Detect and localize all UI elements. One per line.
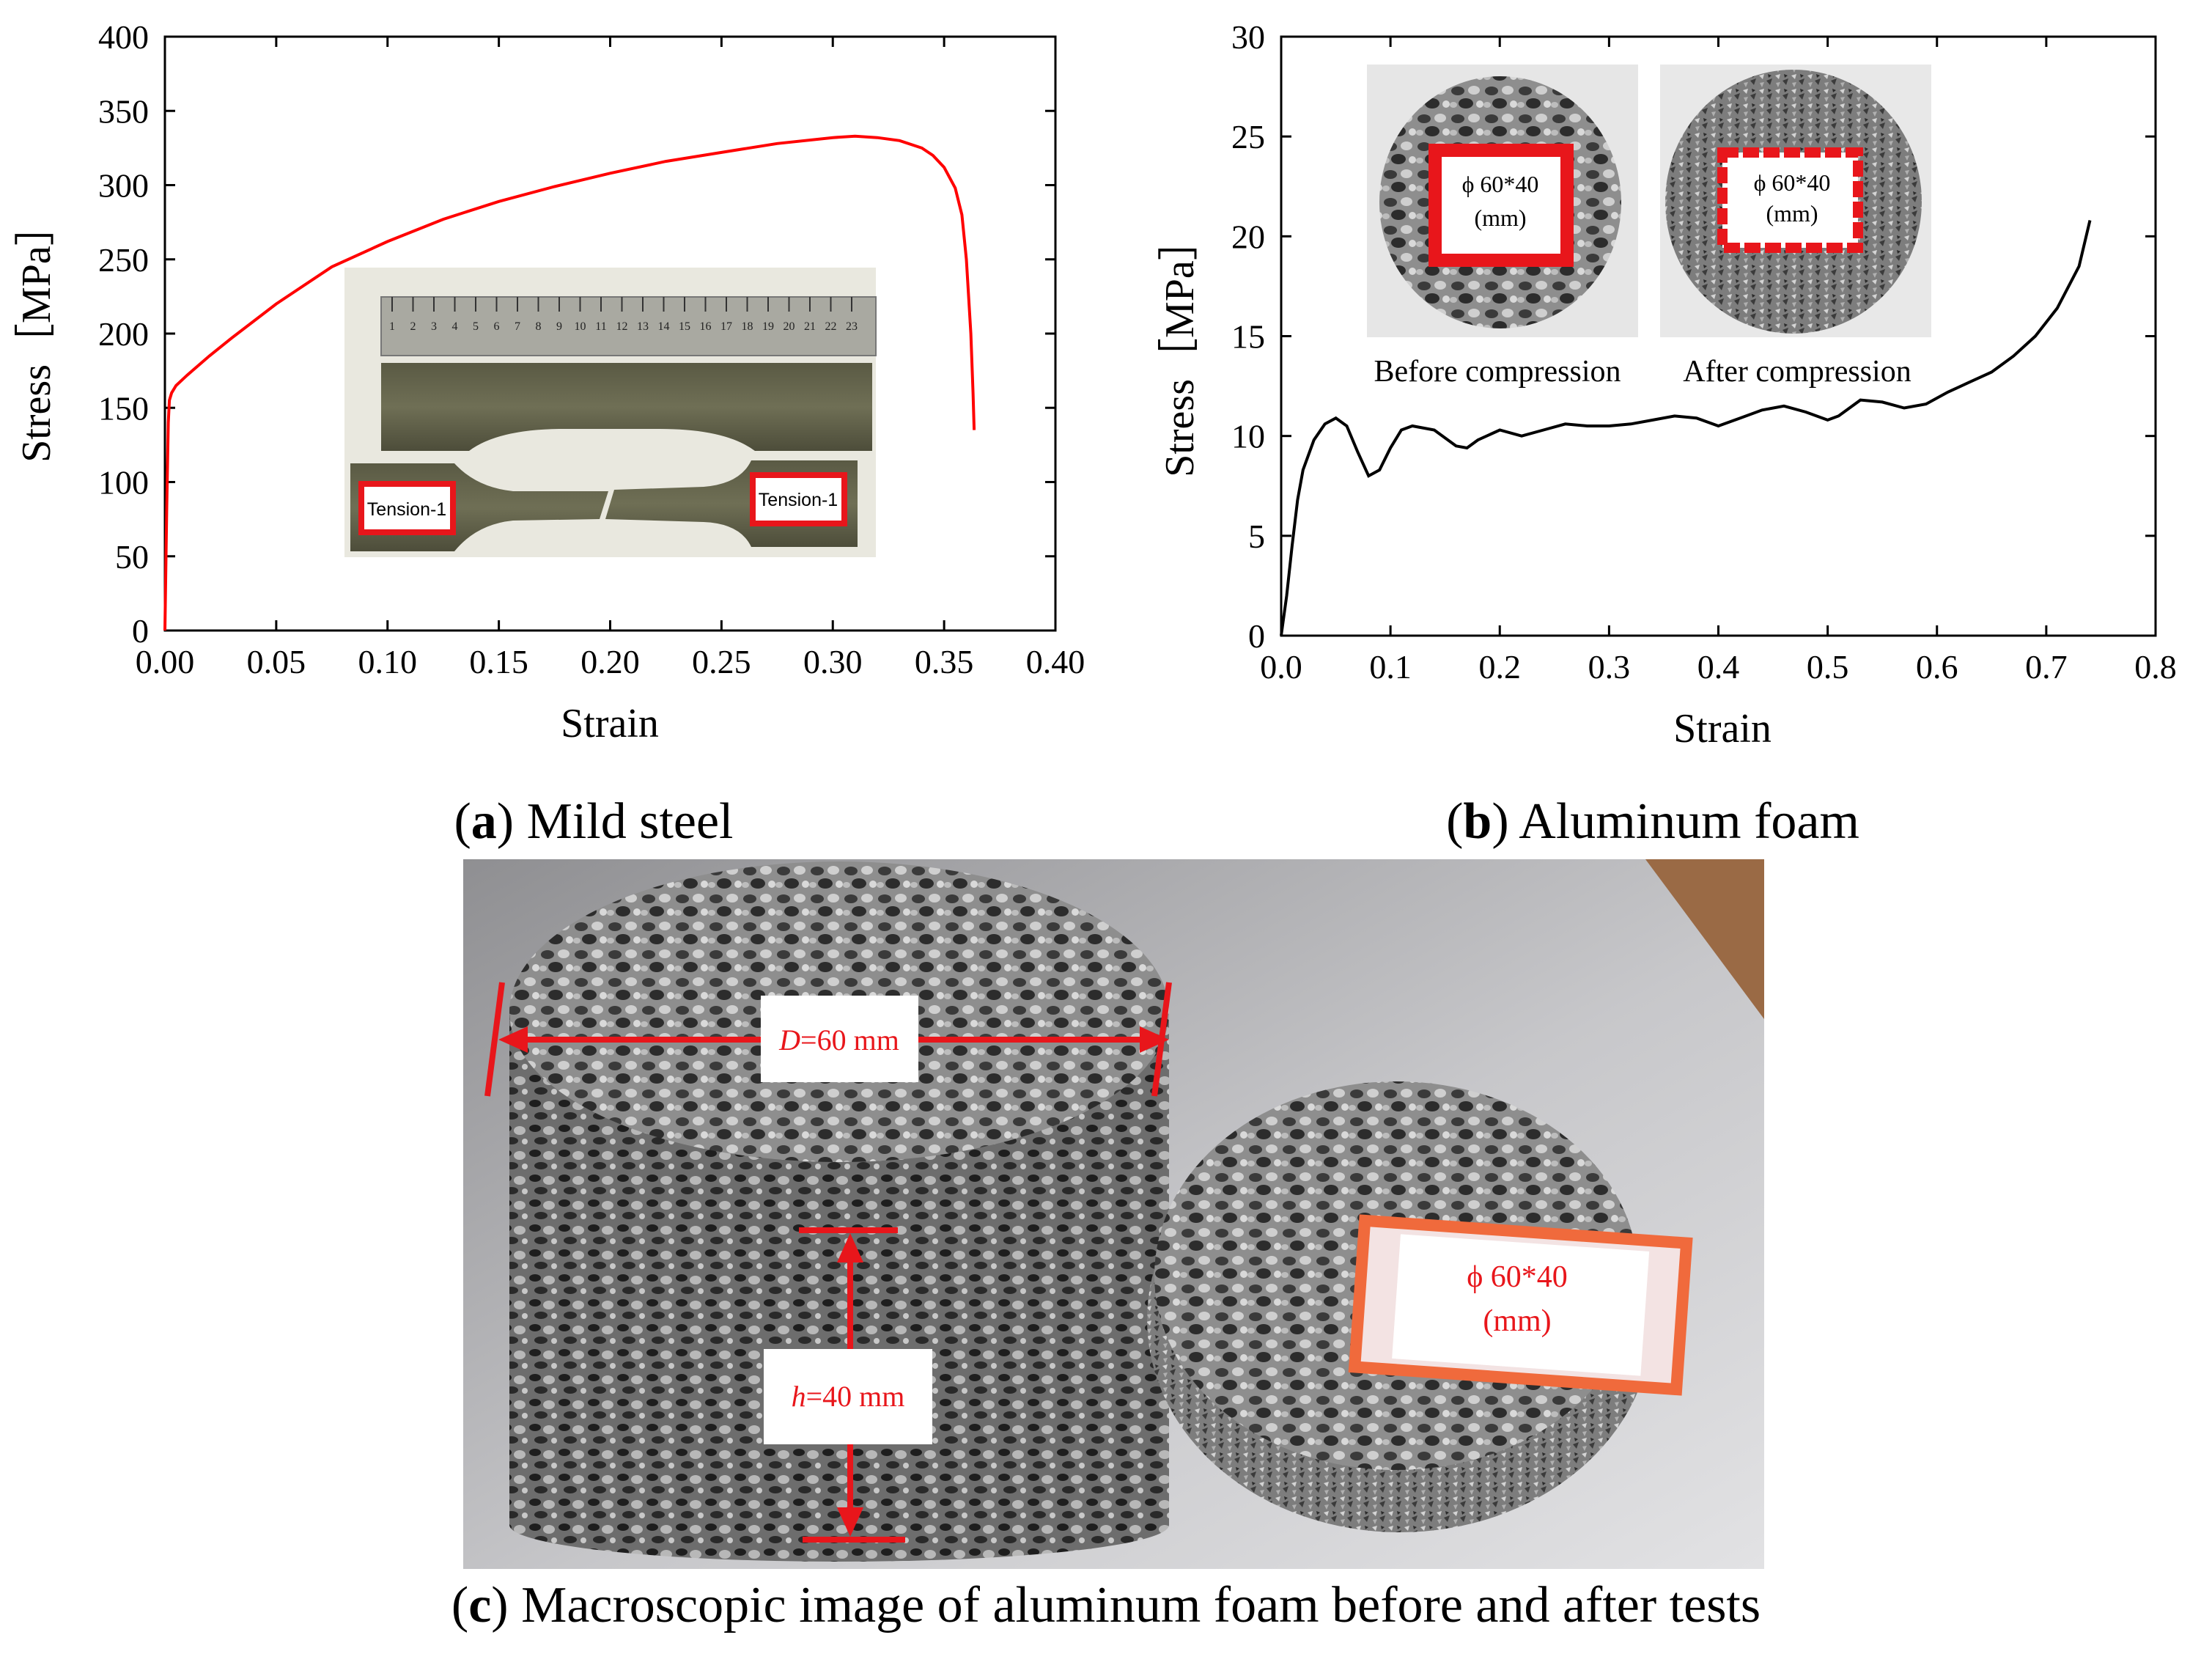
x-tick-label-b: 0.4 — [1697, 648, 1740, 686]
diameter-label: D=60 mm — [778, 1023, 899, 1056]
x-tick-label-a: 0.05 — [247, 643, 306, 680]
panel-b-chart: 0.0 0.1 0.2 0.3 0.4 0.5 0.6 0.7 0.8051015202530 … — [1157, 18, 2177, 751]
ruler-tick-label: 3 — [431, 320, 437, 333]
tick-labels-b: 0.0 0.1 0.2 0.3 0.4 0.5 0.6 0.7 0.8 0 5 10 15 20 25 30 — [1231, 18, 2177, 686]
x-axis-label-b: Strain — [1673, 706, 1772, 751]
y-tick-label-b: 15 — [1231, 318, 1265, 356]
x-tick-label-b: 0.7 — [2025, 648, 2068, 686]
ruler-tick-label: 18 — [742, 320, 753, 333]
ruler-tick-label: 12 — [616, 320, 628, 333]
y-tick-label-a: 200 — [98, 315, 149, 353]
disc-label-line2: (mm) — [1483, 1304, 1551, 1338]
ruler-tick-label: 6 — [494, 320, 500, 333]
foam-before-compression-photo: ϕ 60*40 (mm) — [1367, 65, 1638, 337]
x-tick-label-a: 0.40 — [1026, 643, 1085, 680]
ruler-tick-label: 21 — [804, 320, 816, 333]
ruler-tick-label: 5 — [473, 320, 479, 333]
ruler-ticks: 1 2 3 4 5 6 7 8 9 10 11 12 13 14 15 16 17 18 19 20 21 22 23 — [389, 297, 858, 333]
foam-after-compression-photo: ϕ 60*40 (mm) — [1660, 65, 1931, 337]
x-tick-label-a: 0.15 — [469, 643, 528, 680]
caption-panel-b: (b) Aluminum foam — [1446, 793, 1859, 850]
dogbone-specimen-intact — [381, 363, 872, 451]
x-tick-label-a: 0.25 — [692, 643, 751, 680]
ruler-tick-label: 1 — [389, 320, 395, 333]
tensile-specimen-photo: 1 2 3 4 5 6 7 8 9 10 11 12 13 14 15 16 17 18 19 20 21 22 23 Te… — [344, 268, 877, 557]
ruler-tick-label: 13 — [637, 320, 649, 333]
ruler-tick-label: 23 — [846, 320, 858, 333]
ruler-tick-label: 22 — [825, 320, 837, 333]
before-label-line2: (mm) — [1474, 205, 1526, 231]
specimen-label-left: Tension-1 — [367, 499, 446, 520]
after-label-line1: ϕ 60*40 — [1754, 169, 1831, 196]
x-tick-label-a: 0.00 — [136, 643, 195, 680]
y-axis-label-b: Stress［MPa］ — [1157, 219, 1203, 477]
after-compression-caption: After compression — [1683, 355, 1911, 389]
ruler-tick-label: 10 — [575, 320, 586, 333]
x-axis-label-a: Strain — [561, 701, 659, 746]
caption-panel-a: (a) Mild steel — [454, 793, 733, 850]
y-tick-label-a: 50 — [115, 538, 149, 576]
x-tick-label-a: 0.35 — [915, 643, 974, 680]
x-tick-label-b: 0.6 — [1916, 648, 1958, 686]
y-tick-label-a: 100 — [98, 464, 149, 501]
aluminum-foam-specimens-photo: D=60 mm h=40 mm ϕ 60*40 (mm) — [463, 859, 1764, 1569]
stress-strain-curve-mild-steel — [163, 134, 976, 631]
ruler — [380, 296, 877, 356]
ruler-tick-label: 17 — [720, 320, 732, 333]
ruler-tick-label: 2 — [410, 320, 416, 333]
ruler-tick-label: 16 — [700, 320, 712, 333]
y-tick-label-b: 20 — [1231, 218, 1265, 255]
ticks-a — [163, 35, 1057, 632]
x-tick-label-b: 0.0 — [1260, 648, 1302, 686]
y-tick-label-a: 300 — [98, 167, 149, 205]
x-tick-label-b: 0.3 — [1588, 648, 1631, 686]
x-tick-label-a: 0.20 — [580, 643, 640, 680]
stress-strain-curve-aluminum-foam — [1280, 220, 2092, 636]
ruler-tick-label: 4 — [452, 320, 458, 333]
before-label-line1: ϕ 60*40 — [1462, 171, 1539, 197]
x-tick-label-b: 0.1 — [1369, 648, 1412, 686]
ruler-tick-label: 15 — [679, 320, 690, 333]
before-compression-caption: Before compression — [1374, 355, 1621, 389]
x-tick-label-b: 0.8 — [2134, 648, 2177, 686]
y-tick-label-a: 0 — [132, 612, 149, 650]
height-label: h=40 mm — [792, 1380, 905, 1413]
ruler-tick-label: 8 — [536, 320, 542, 333]
disc-label-line1: ϕ 60*40 — [1467, 1260, 1568, 1294]
x-tick-label-b: 0.5 — [1807, 648, 1849, 686]
after-label-line2: (mm) — [1766, 200, 1818, 227]
ruler-tick-label: 20 — [784, 320, 795, 333]
caption-panel-c: (c) Macroscopic image of aluminum foam b… — [451, 1577, 1761, 1633]
y-tick-label-a: 350 — [98, 92, 149, 130]
specimen-label-right: Tension-1 — [759, 490, 838, 510]
y-tick-label-a: 150 — [98, 389, 149, 427]
y-tick-label-b: 25 — [1231, 118, 1265, 155]
y-axis-label-a: Stress［MPa］ — [14, 205, 59, 463]
ruler-tick-label: 7 — [515, 320, 520, 333]
y-tick-label-b: 30 — [1231, 18, 1265, 56]
y-tick-label-b: 10 — [1231, 418, 1265, 455]
ruler-tick-label: 14 — [658, 320, 670, 333]
y-tick-label-a: 250 — [98, 241, 149, 279]
tick-labels-a: 0.00 0.05 0.10 0.15 0.20 0.25 0.30 0.35 0.40 0 50 1… — [98, 18, 1085, 680]
x-tick-label-a: 0.30 — [803, 643, 863, 680]
x-tick-label-b: 0.2 — [1479, 648, 1522, 686]
ruler-tick-label: 19 — [762, 320, 774, 333]
y-tick-label-a: 400 — [98, 18, 149, 56]
y-tick-label-b: 5 — [1248, 518, 1265, 555]
x-tick-label-a: 0.10 — [358, 643, 418, 680]
y-tick-label-b: 0 — [1248, 617, 1265, 655]
panel-a-chart: 0.00 0.05 0.10 0.15 0.20 0.25 0.30 0.35 0.40 0 50 1… — [14, 18, 1085, 746]
ruler-tick-label: 11 — [595, 320, 606, 333]
ruler-tick-label: 9 — [556, 320, 562, 333]
